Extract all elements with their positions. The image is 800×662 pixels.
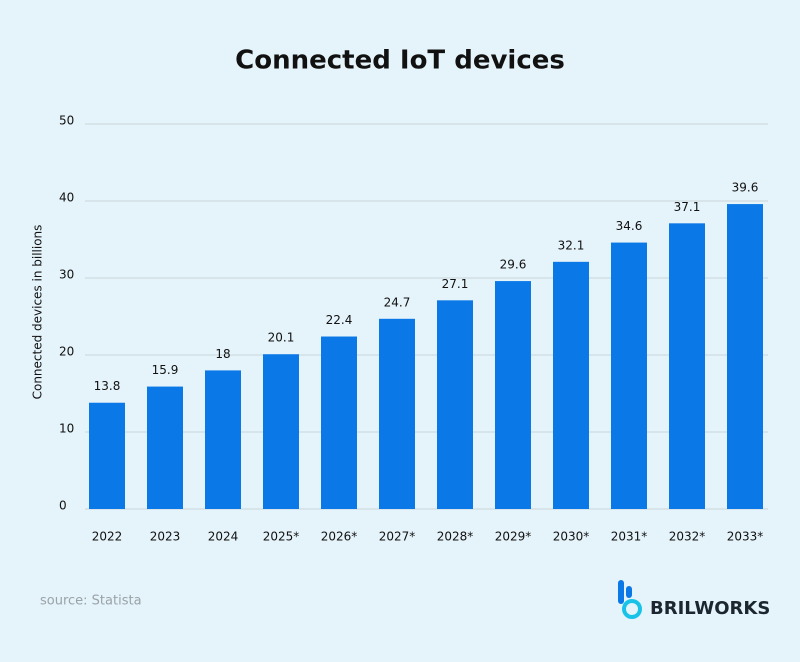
x-tick-label: 2022 <box>92 530 123 544</box>
bar <box>553 261 589 509</box>
logo-icon <box>626 586 632 598</box>
x-tick-label: 2031* <box>611 530 648 544</box>
bar <box>437 300 473 509</box>
value-label: 22.4 <box>326 313 353 327</box>
logo-icon <box>618 580 624 604</box>
x-tick-label: 2028* <box>437 530 474 544</box>
y-tick-label: 40 <box>59 191 74 205</box>
y-tick-label: 30 <box>59 268 74 282</box>
value-label: 18 <box>215 347 230 361</box>
x-tick-label: 2029* <box>495 530 532 544</box>
chart-title: Connected IoT devices <box>235 46 565 76</box>
value-label: 24.7 <box>384 295 411 309</box>
logo-text: BRILWORKS <box>650 598 770 619</box>
bar <box>727 204 763 509</box>
bar <box>89 402 125 509</box>
x-tick-label: 2033* <box>727 530 764 544</box>
value-label: 37.1 <box>674 200 701 214</box>
y-tick-label: 0 <box>59 499 67 513</box>
source-note: source: Statista <box>40 594 142 609</box>
value-label: 13.8 <box>94 379 121 393</box>
value-label: 15.9 <box>152 363 179 377</box>
value-label: 20.1 <box>268 331 295 345</box>
value-label: 29.6 <box>500 258 527 272</box>
y-tick-label: 10 <box>59 422 74 436</box>
bar <box>495 281 531 509</box>
x-tick-label: 2032* <box>669 530 706 544</box>
bar <box>147 386 183 509</box>
x-tick-label: 2026* <box>321 530 358 544</box>
y-tick-label: 50 <box>59 114 74 128</box>
bar <box>321 336 357 509</box>
bar <box>611 242 647 509</box>
logo: BRILWORKS <box>618 580 770 619</box>
logo-icon <box>622 599 642 619</box>
y-tick-label: 20 <box>59 345 74 359</box>
bar <box>205 370 241 509</box>
x-tick-label: 2030* <box>553 530 590 544</box>
value-label: 39.6 <box>732 181 759 195</box>
x-tick-label: 2025* <box>263 530 300 544</box>
bar <box>263 354 299 509</box>
value-label: 27.1 <box>442 277 469 291</box>
bar <box>379 318 415 509</box>
x-tick-label: 2024 <box>208 530 239 544</box>
value-label: 34.6 <box>616 219 643 233</box>
bar <box>669 223 705 509</box>
y-axis-label: Connected devices in billions <box>31 225 45 400</box>
x-tick-label: 2023 <box>150 530 181 544</box>
value-label: 32.1 <box>558 238 585 252</box>
x-tick-label: 2027* <box>379 530 416 544</box>
